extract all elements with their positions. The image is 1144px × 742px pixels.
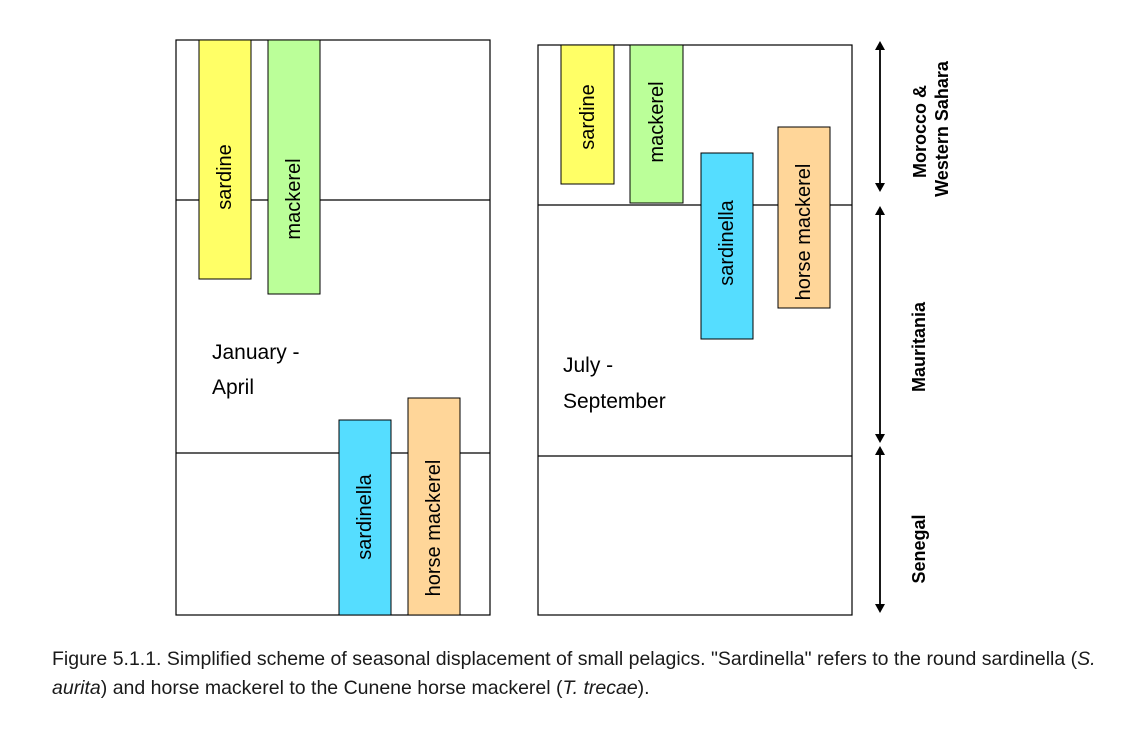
species-label: horse mackerel [793,164,815,301]
bar [338,419,392,616]
species-label: sardine [577,84,599,150]
region-label-morocco: Morocco & Western Sahara [910,60,952,197]
bar [198,39,252,280]
species-label: sardinella [354,473,376,559]
panel-january-april: sardine mackerel sardinella horse macker… [175,39,491,616]
species-label: mackerel [646,81,668,162]
species-label: sardinella [716,199,738,285]
season-label: April [212,376,254,399]
bar [629,44,684,204]
arrow-head-down [875,434,885,443]
caption-text: ) and horse mackerel to the Cunene horse… [100,677,563,699]
caption-text: ). [637,677,650,699]
bar [777,126,831,309]
bar [560,44,615,185]
species-bar-mackerel: mackerel [267,39,321,295]
bar [407,397,461,616]
region-label-line: Western Sahara [932,60,952,197]
region-arrow-mauritania [875,206,885,443]
region-label-line: Morocco & [910,85,930,178]
region-label-senegal: Senegal [909,514,929,583]
season-label: January - [212,341,300,364]
species-label: mackerel [283,158,305,239]
caption-species-name: T. trecae [562,677,638,699]
arrow-head-up [875,446,885,455]
region-arrow-senegal [875,446,885,613]
species-label: horse mackerel [423,460,445,597]
arrow-head-up [875,41,885,50]
season-label: July - [563,354,613,377]
arrow-head-down [875,604,885,613]
seasonal-displacement-diagram: sardine mackerel sardinella horse macker… [175,39,952,616]
bar [267,39,321,295]
bar [700,152,754,340]
species-bar-sardinella: sardinella [338,419,392,616]
species-bar-horse-mackerel: horse mackerel [407,397,461,616]
arrow-head-up [875,206,885,215]
arrow-head-down [875,183,885,192]
panel-july-september: sardine mackerel sardinella horse macker… [537,44,853,616]
species-bar-horse-mackerel: horse mackerel [777,126,831,309]
caption-species-name: S. aurita [52,648,1096,699]
species-bar-sardine: sardine [198,39,252,280]
caption-text: Figure 5.1.1. Simplified scheme of seaso… [52,648,1078,670]
season-label: September [563,390,666,413]
species-bar-mackerel: mackerel [629,44,684,204]
region-label-mauritania: Mauritania [909,301,929,392]
region-arrow-morocco [875,41,885,192]
figure-caption: Figure 5.1.1. Simplified scheme of seaso… [52,645,1122,703]
species-bar-sardine: sardine [560,44,615,185]
species-bar-sardinella: sardinella [700,152,754,340]
species-label: sardine [214,144,236,210]
